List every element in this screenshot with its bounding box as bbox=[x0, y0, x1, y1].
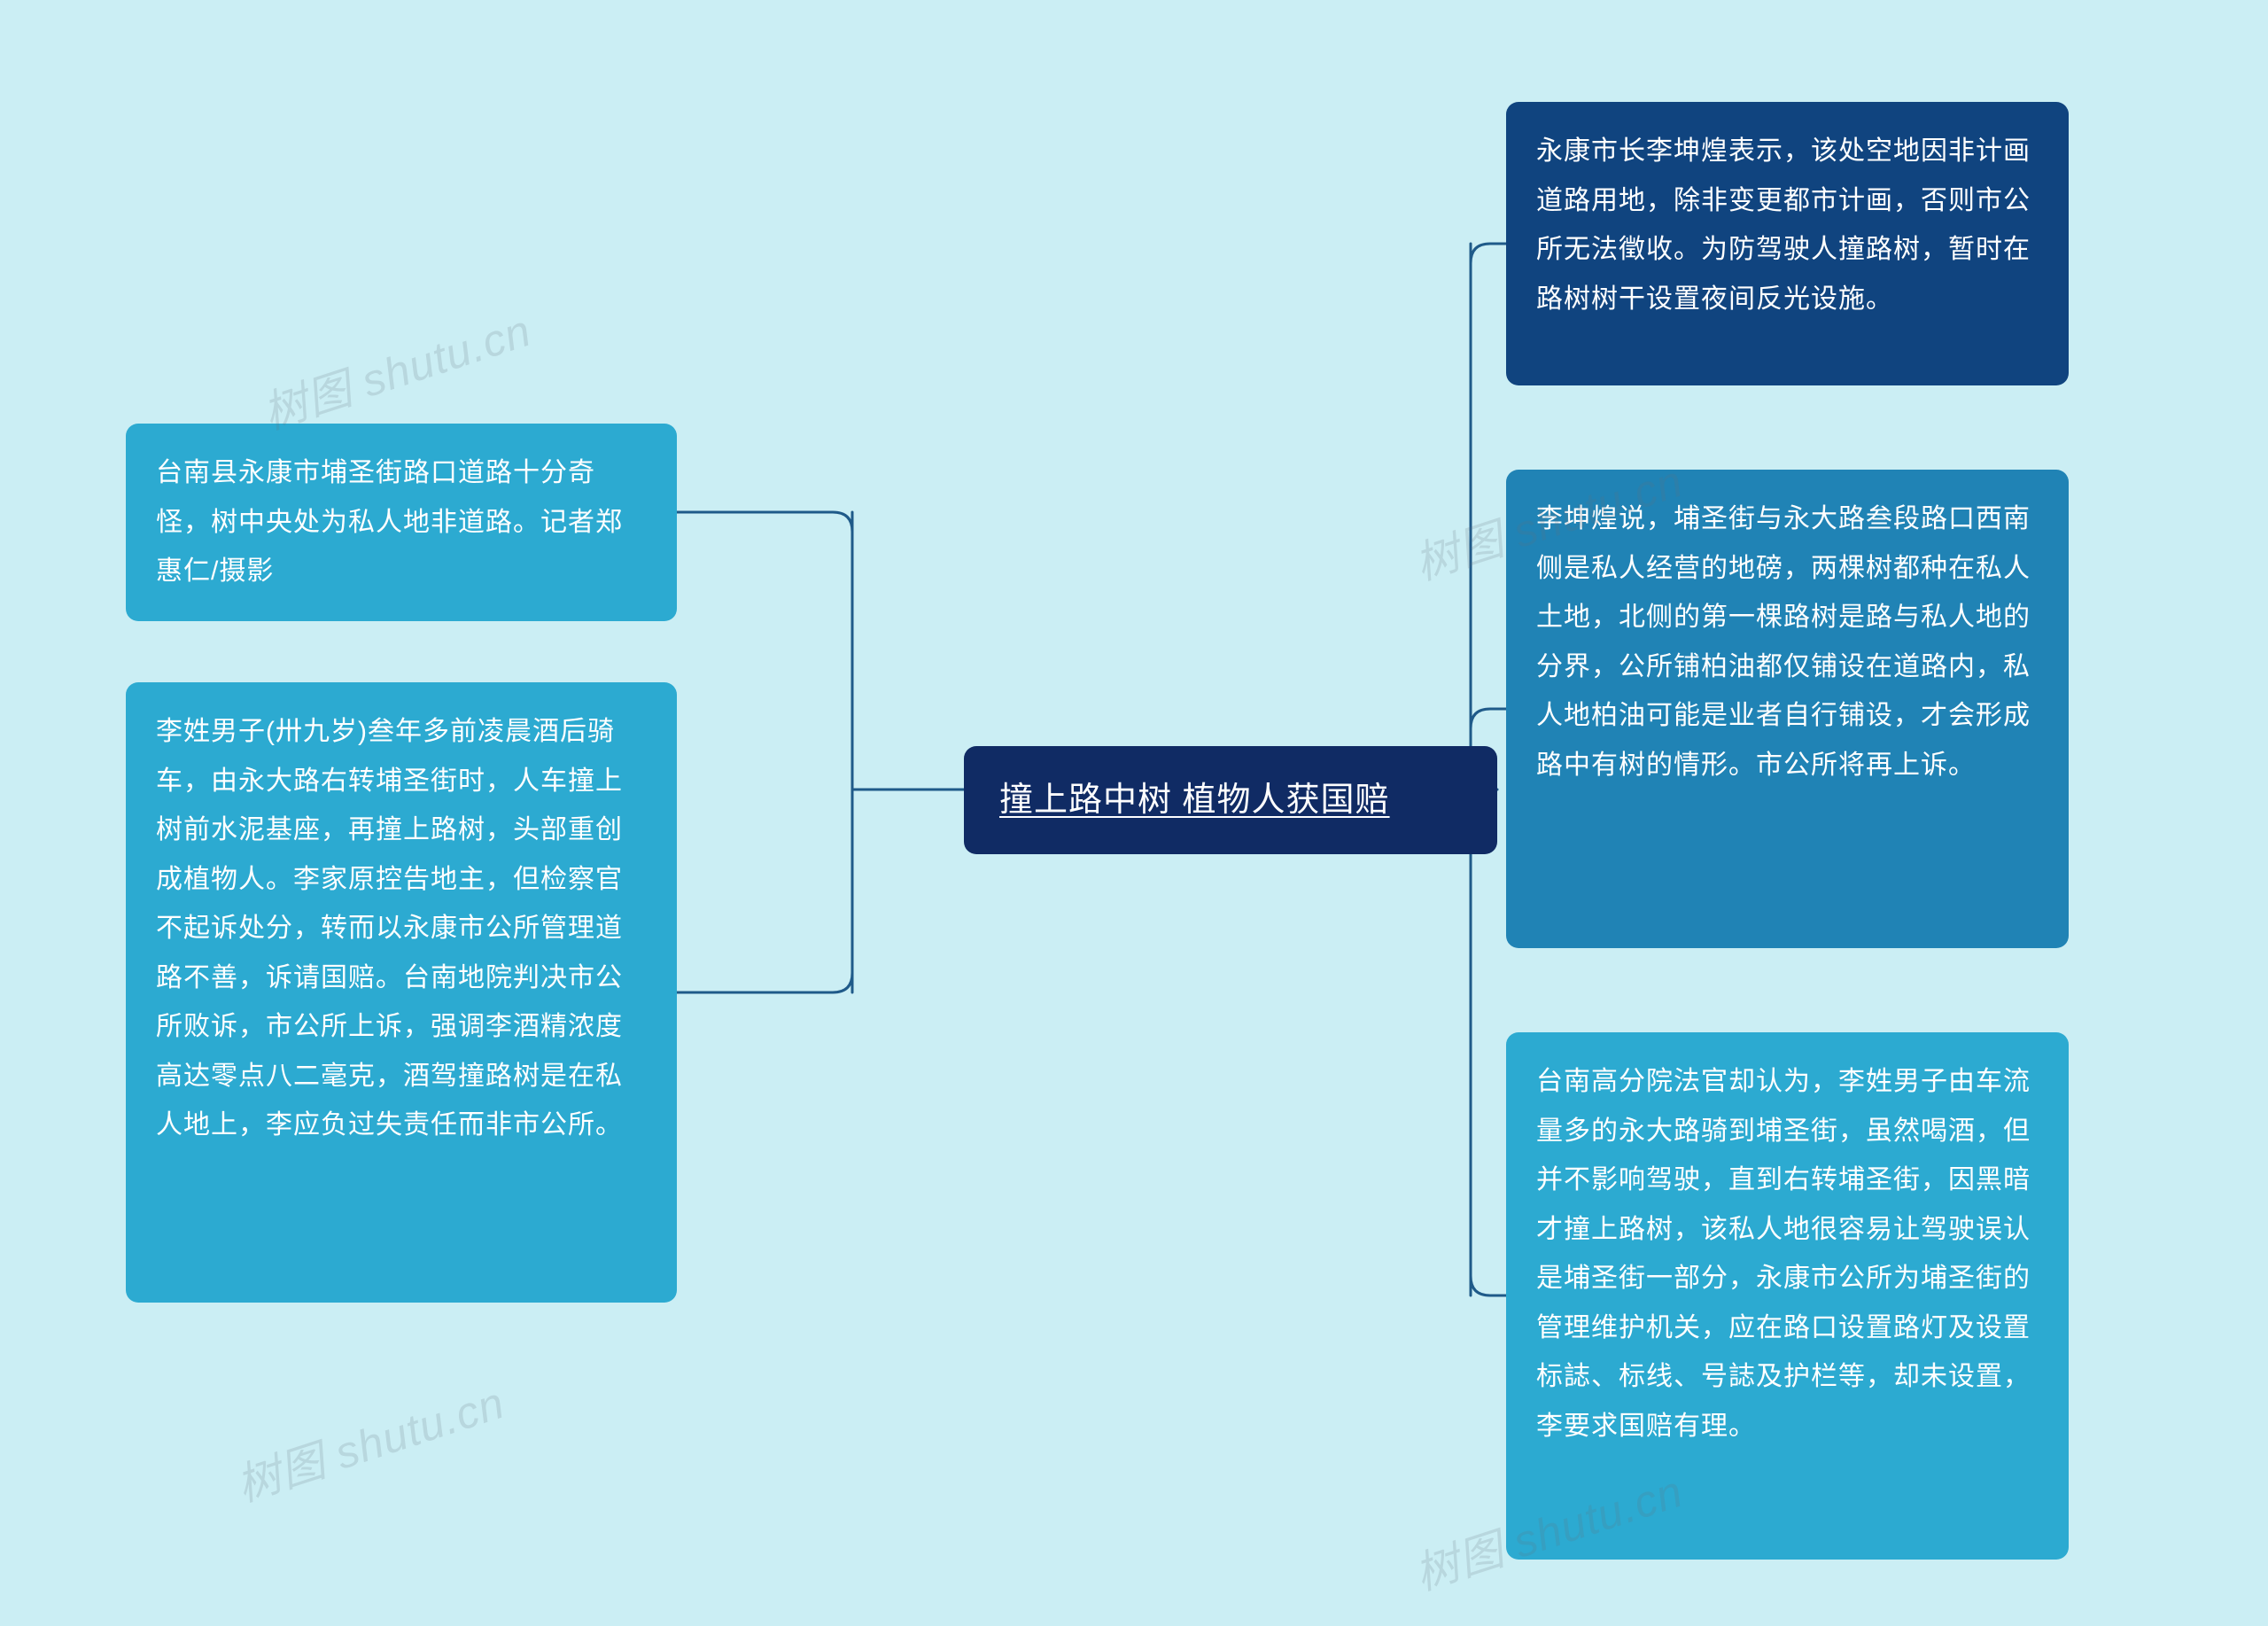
watermark-2: 树图 shutu.cn bbox=[228, 1367, 512, 1513]
right-node-1: 永康市长李坤煌表示，该处空地因非计画道路用地，除非变更都市计画，否则市公所无法徵… bbox=[1506, 102, 2069, 385]
right-node-1-text: 永康市长李坤煌表示，该处空地因非计画道路用地，除非变更都市计画，否则市公所无法徵… bbox=[1536, 136, 2031, 314]
center-node-text: 撞上路中树 植物人获国赔 bbox=[999, 782, 1390, 819]
diagram-canvas: 撞上路中树 植物人获国赔 台南县永康市埔圣街路口道路十分奇怪，树中央处为私人地非道… bbox=[0, 0, 2268, 1626]
right-node-2-text: 李坤煌说，埔圣街与永大路叁段路口西南侧是私人经营的地磅，两棵树都种在私人土地，北… bbox=[1536, 504, 2031, 780]
center-node: 撞上路中树 植物人获国赔 bbox=[964, 746, 1497, 854]
left-node-2: 李姓男子(卅九岁)叁年多前凌晨酒后骑车，由永大路右转埔圣街时，人车撞上树前水泥基… bbox=[126, 682, 677, 1303]
right-node-2: 李坤煌说，埔圣街与永大路叁段路口西南侧是私人经营的地磅，两棵树都种在私人土地，北… bbox=[1506, 470, 2069, 948]
left-node-2-text: 李姓男子(卅九岁)叁年多前凌晨酒后骑车，由永大路右转埔圣街时，人车撞上树前水泥基… bbox=[156, 717, 623, 1140]
right-node-3-text: 台南高分院法官却认为，李姓男子由车流量多的永大路骑到埔圣街，虽然喝酒，但并不影响… bbox=[1536, 1067, 2031, 1441]
left-node-1: 台南县永康市埔圣街路口道路十分奇怪，树中央处为私人地非道路。记者郑惠仁/摄影 bbox=[126, 424, 677, 621]
left-node-1-text: 台南县永康市埔圣街路口道路十分奇怪，树中央处为私人地非道路。记者郑惠仁/摄影 bbox=[156, 458, 623, 586]
watermark-1: 树图 shutu.cn bbox=[254, 295, 539, 441]
right-node-3: 台南高分院法官却认为，李姓男子由车流量多的永大路骑到埔圣街，虽然喝酒，但并不影响… bbox=[1506, 1032, 2069, 1560]
